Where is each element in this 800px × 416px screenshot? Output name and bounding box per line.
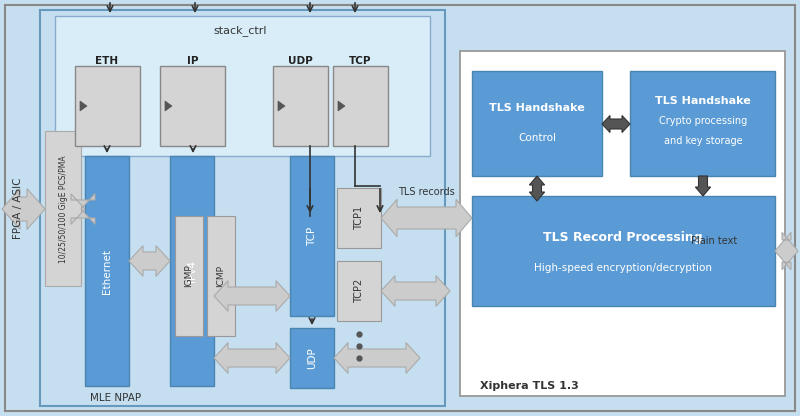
Bar xyxy=(472,71,602,176)
Text: IP: IP xyxy=(187,56,198,66)
Text: IPv4: IPv4 xyxy=(187,260,197,282)
Text: Control: Control xyxy=(518,133,556,143)
Text: IGMP: IGMP xyxy=(185,265,194,287)
Text: TCP: TCP xyxy=(349,56,371,66)
Bar xyxy=(472,196,775,306)
Bar xyxy=(290,156,334,316)
Text: stack_ctrl: stack_ctrl xyxy=(214,25,266,37)
Polygon shape xyxy=(334,343,420,373)
Text: UDP: UDP xyxy=(307,347,317,369)
Polygon shape xyxy=(165,101,172,111)
Bar xyxy=(160,66,225,146)
Bar xyxy=(85,156,129,386)
Text: TCP2: TCP2 xyxy=(354,279,364,303)
Bar xyxy=(460,51,785,396)
Text: ETH: ETH xyxy=(95,56,118,66)
Polygon shape xyxy=(381,199,472,237)
Text: TLS Handshake: TLS Handshake xyxy=(489,103,585,113)
Bar xyxy=(337,261,381,321)
Polygon shape xyxy=(71,194,95,224)
Text: MLE NPAP: MLE NPAP xyxy=(90,393,141,403)
Bar xyxy=(45,131,81,286)
Text: TCP1: TCP1 xyxy=(354,206,364,230)
Polygon shape xyxy=(129,246,170,276)
Text: Plain text: Plain text xyxy=(691,236,737,246)
Text: 10/25/50/100 GigE PCS/PMA: 10/25/50/100 GigE PCS/PMA xyxy=(58,155,67,263)
Polygon shape xyxy=(530,176,545,201)
Bar xyxy=(290,328,334,388)
Text: ICMP: ICMP xyxy=(217,265,226,287)
Text: Ethernet: Ethernet xyxy=(102,248,112,294)
Bar xyxy=(337,188,381,248)
Bar xyxy=(273,66,328,146)
Text: Xiphera TLS 1.3: Xiphera TLS 1.3 xyxy=(480,381,578,391)
Bar xyxy=(207,216,235,336)
Text: TLS Record Processing: TLS Record Processing xyxy=(543,231,703,245)
Bar xyxy=(55,16,430,156)
Text: TLS Handshake: TLS Handshake xyxy=(655,96,751,106)
Bar xyxy=(333,66,388,146)
Polygon shape xyxy=(80,101,87,111)
Text: and key storage: and key storage xyxy=(664,136,742,146)
Bar xyxy=(170,156,214,386)
Polygon shape xyxy=(2,188,45,229)
Polygon shape xyxy=(602,116,630,133)
Polygon shape xyxy=(214,343,290,373)
Polygon shape xyxy=(695,176,710,196)
Polygon shape xyxy=(214,281,290,311)
Polygon shape xyxy=(338,101,345,111)
Polygon shape xyxy=(381,276,450,306)
Text: TCP: TCP xyxy=(307,226,317,245)
Text: UDP: UDP xyxy=(288,56,312,66)
Text: FPGA / ASIC: FPGA / ASIC xyxy=(13,177,23,239)
Bar xyxy=(175,216,203,336)
Text: Crypto processing: Crypto processing xyxy=(659,116,747,126)
Polygon shape xyxy=(278,101,285,111)
Bar xyxy=(40,10,445,406)
Bar xyxy=(630,71,775,176)
Text: TLS records: TLS records xyxy=(398,187,454,197)
Polygon shape xyxy=(775,232,798,270)
Bar xyxy=(75,66,140,146)
Text: High-speed encryption/decryption: High-speed encryption/decryption xyxy=(534,263,712,273)
